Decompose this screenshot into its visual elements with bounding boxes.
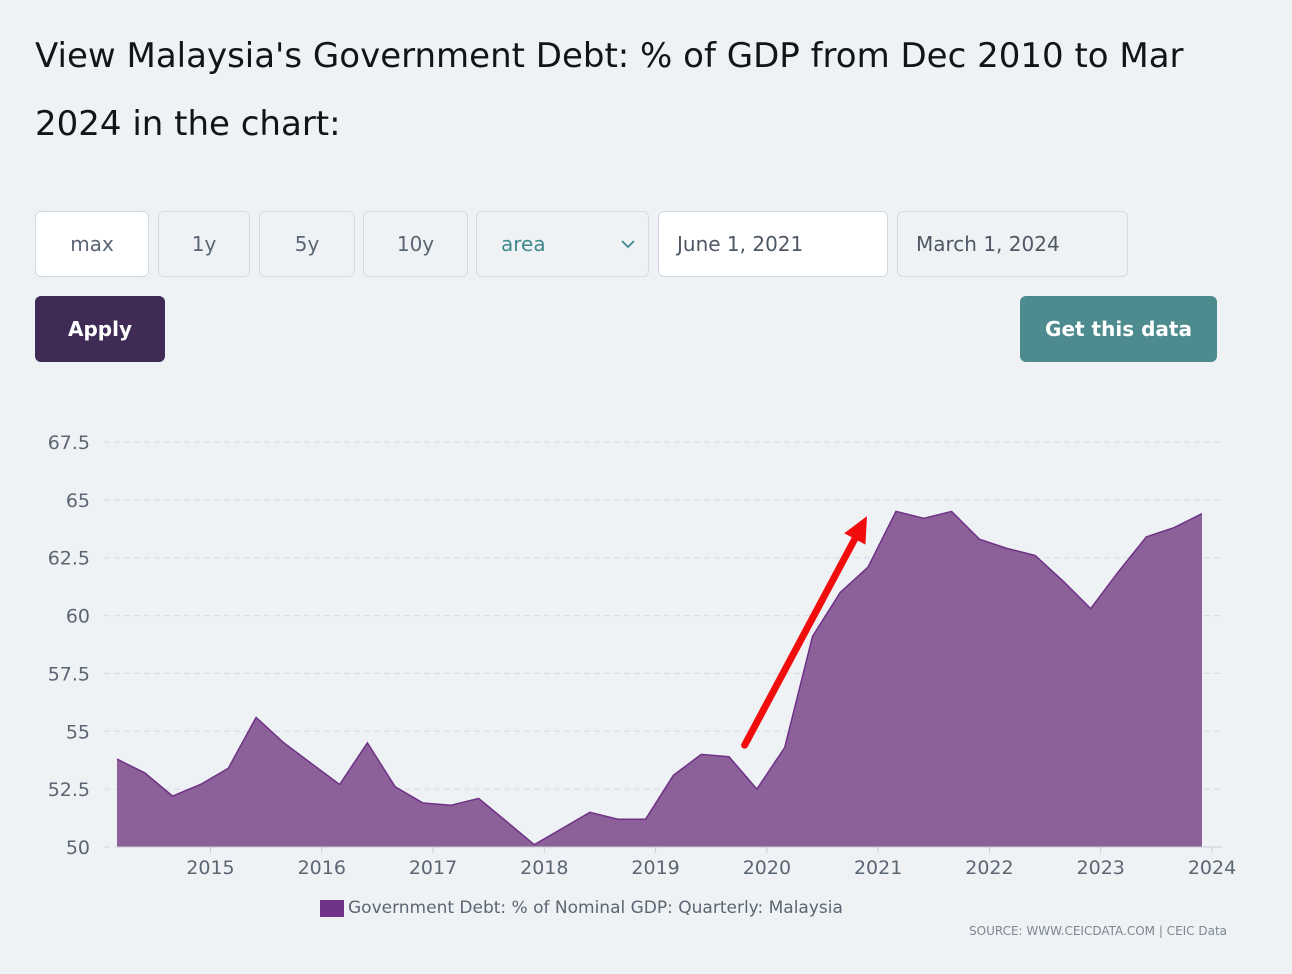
annotation-arrow-shaft [741,535,859,749]
x-tick-label: 2019 [631,857,679,879]
series-area [116,510,1203,847]
y-tick-label: 57.5 [48,663,90,685]
chevron-down-icon [621,240,635,249]
axes: 50 52.5 55 57.5 60 62.5 65 67.5 2015 2016 2017 2018… [48,432,1236,879]
page-title: View Malaysia's Government Debt: % of GD… [35,36,1184,144]
series-line [116,510,1203,846]
legend[interactable]: Government Debt: % of Nominal GDP: Quart… [320,898,843,918]
range-button-10y[interactable]: 10y [363,211,468,277]
y-tick-label: 52.5 [48,779,90,801]
x-tick-label: 2020 [743,857,791,879]
annotation-layer [741,516,867,749]
annotation-arrow-head [844,516,867,545]
legend-label: Government Debt: % of Nominal GDP: Quart… [348,898,843,918]
y-tick-label: 55 [66,721,90,743]
y-tick-label: 65 [66,490,90,512]
legend-swatch [320,899,344,917]
x-tick-label: 2015 [186,857,234,879]
source-note: SOURCE: WWW.CEICDATA.COM | CEIC Data [969,924,1228,938]
range-button-max[interactable]: max [35,211,149,277]
get-this-data-button[interactable]: Get this data [1020,296,1217,362]
y-tick-label: 60 [66,606,90,628]
x-tick-label: 2017 [409,857,457,879]
start-date-input[interactable]: June 1, 2021 [658,211,888,277]
chart-type-value: area [501,232,546,256]
y-tick-label: 62.5 [48,548,90,570]
end-date-input[interactable]: March 1, 2024 [897,211,1128,277]
y-tick-label: 50 [66,837,90,859]
x-tick-label: 2021 [854,857,902,879]
range-button-5y[interactable]: 5y [259,211,355,277]
range-button-1y[interactable]: 1y [158,211,250,277]
y-tick-label: 67.5 [48,432,90,454]
series-area-fill [117,511,1202,847]
area-chart: 50 52.5 55 57.5 60 62.5 65 67.5 2015 2016 2017 2018… [48,432,1236,879]
x-tick-label: 2016 [298,857,346,879]
x-tick-label: 2022 [965,857,1013,879]
apply-button[interactable]: Apply [35,296,165,362]
chart-type-select[interactable]: area [476,211,649,277]
x-tick-label: 2023 [1077,857,1125,879]
x-tick-label: 2024 [1188,857,1236,879]
x-tick-label: 2018 [520,857,568,879]
